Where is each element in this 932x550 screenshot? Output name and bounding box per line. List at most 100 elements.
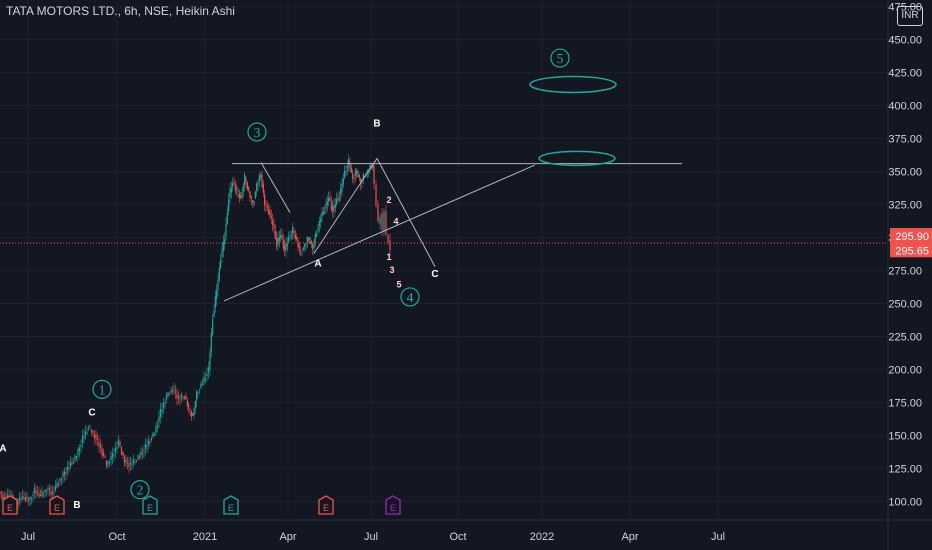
- earnings-marker[interactable]: E: [142, 495, 158, 515]
- candle-body: [165, 394, 168, 400]
- earnings-marker-label: E: [323, 503, 329, 513]
- candle-body: [322, 211, 324, 215]
- candle-body: [132, 459, 135, 464]
- price-tick-label: 375.00: [888, 134, 922, 146]
- candle-body: [230, 187, 232, 193]
- candle-body: [87, 429, 90, 431]
- candle-body: [78, 448, 81, 452]
- earnings-marker[interactable]: E: [223, 495, 239, 515]
- candle-body: [197, 392, 199, 394]
- candle-body: [108, 462, 111, 464]
- subwave-label: 2: [386, 195, 391, 205]
- price-tick-label: 425.00: [888, 68, 922, 80]
- time-tick-label: 2021: [193, 531, 217, 543]
- candle-body: [204, 378, 207, 380]
- candle-body: [90, 429, 93, 433]
- candle-body: [272, 219, 274, 225]
- earnings-marker-shape: [142, 495, 158, 515]
- candle-body: [273, 224, 275, 230]
- candle-body: [207, 367, 210, 373]
- candle-body: [137, 455, 139, 460]
- candle-body: [253, 201, 255, 205]
- candle-body: [249, 191, 251, 197]
- candle-body: [72, 462, 75, 464]
- candle-body: [320, 218, 322, 223]
- candle-body: [234, 185, 236, 191]
- candle-body: [314, 233, 316, 243]
- candle-body: [346, 165, 348, 169]
- candle-body: [333, 205, 335, 212]
- candle-body: [131, 463, 133, 465]
- price-tick-label: 150.00: [888, 431, 922, 443]
- price-tick-label: 225.00: [888, 332, 922, 344]
- price-tick-label: 100.00: [888, 497, 922, 509]
- candle-body: [198, 389, 201, 391]
- currency-button[interactable]: INR: [897, 6, 923, 26]
- earnings-marker[interactable]: E: [2, 495, 18, 515]
- candle-body: [125, 459, 127, 462]
- candle-body: [188, 404, 190, 407]
- candle-body: [69, 462, 72, 467]
- candle-body: [301, 252, 303, 254]
- wave-label: 2: [137, 484, 144, 499]
- earnings-marker[interactable]: E: [318, 495, 334, 515]
- candle-body: [250, 195, 252, 199]
- candle-body: [352, 172, 354, 179]
- candle-body: [185, 395, 187, 400]
- wave-letter-label: C: [88, 408, 95, 419]
- candle-body: [294, 234, 296, 239]
- price-tick-label: 350.00: [888, 167, 922, 179]
- candle-body: [258, 174, 260, 182]
- chart-title: TATA MOTORS LTD., 6h, NSE, Heikin Ashi: [6, 4, 235, 18]
- candle-body: [356, 170, 358, 174]
- candle-body: [193, 407, 195, 416]
- candle-body: [269, 211, 271, 216]
- candle-body: [120, 447, 123, 455]
- time-axis[interactable]: Jul Oct 2021 Apr Jul Oct 2022 Apr Jul: [0, 519, 932, 543]
- candle-body: [268, 208, 270, 215]
- candle-body: [65, 472, 67, 474]
- candle-body: [228, 199, 230, 212]
- candle-body: [177, 396, 180, 398]
- candle-body: [309, 237, 311, 244]
- candle-body: [337, 198, 339, 201]
- candle-body: [366, 170, 368, 173]
- candle-body: [214, 296, 216, 308]
- candle-body: [242, 185, 244, 192]
- candle-body: [350, 167, 352, 173]
- candle-body: [293, 230, 295, 234]
- candle-body: [324, 211, 326, 213]
- candle-body: [183, 396, 186, 399]
- candle-body: [182, 396, 184, 398]
- candle-body: [17, 501, 19, 504]
- candle-body: [96, 438, 99, 440]
- earnings-marker-label: E: [390, 503, 396, 513]
- trend-line: [313, 158, 378, 254]
- candle-body: [29, 496, 31, 501]
- candle-body: [278, 237, 280, 242]
- candle-body: [98, 442, 100, 447]
- trend-line: [223, 164, 536, 302]
- time-tick-label: Jul: [364, 531, 378, 543]
- candle-body: [21, 496, 24, 499]
- candle-body: [24, 498, 27, 502]
- candle-body: [379, 217, 381, 225]
- candle-body: [218, 267, 220, 280]
- subwave-label: 3: [389, 265, 394, 275]
- price-axis[interactable]: 100.00 125.00 150.00 175.00 200.00 225.00 250.…: [887, 0, 932, 550]
- candle-body: [358, 175, 360, 179]
- earnings-marker[interactable]: E: [385, 495, 401, 515]
- candle-body: [159, 409, 162, 418]
- candle-body: [168, 394, 171, 396]
- candle-body: [0, 492, 3, 494]
- candle-body: [217, 279, 219, 291]
- candle-body: [3, 496, 6, 498]
- candle-body: [114, 448, 117, 453]
- candle-body: [297, 240, 299, 247]
- price-badge-label: 295.90: [895, 231, 929, 243]
- price-badge: [890, 242, 932, 258]
- earnings-marker[interactable]: E: [49, 495, 65, 515]
- candle-body: [285, 243, 287, 251]
